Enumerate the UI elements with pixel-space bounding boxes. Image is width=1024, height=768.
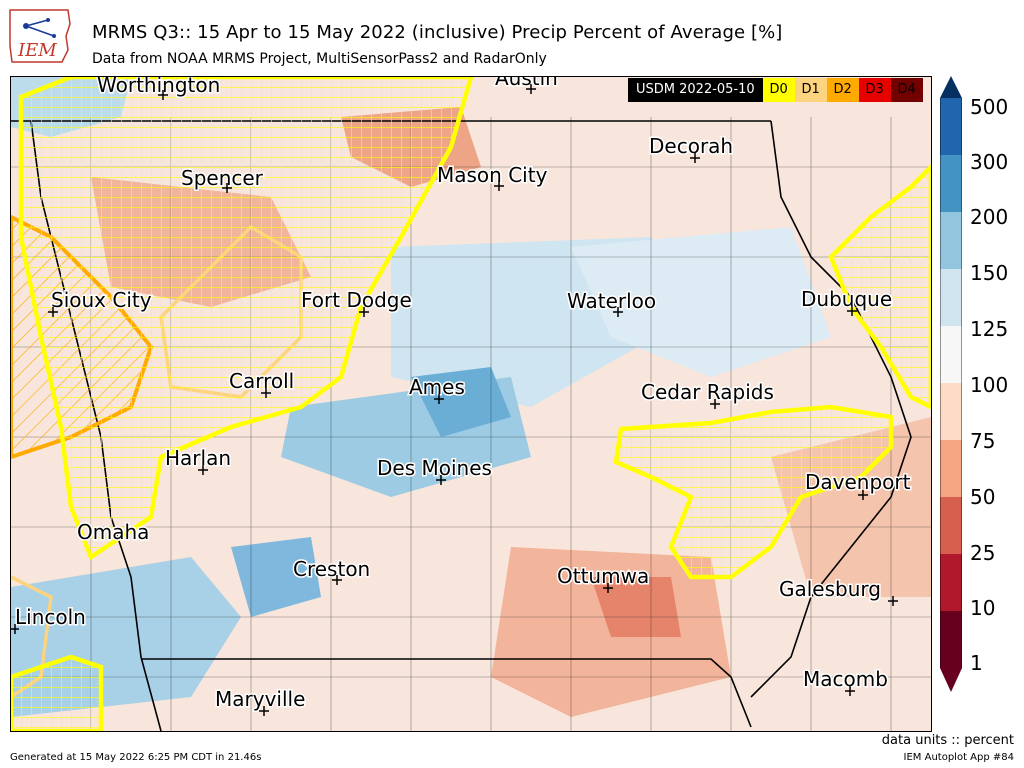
svg-text:Lincoln: Lincoln	[15, 605, 86, 629]
city-lincoln: Lincoln	[11, 604, 87, 634]
svg-text:Davenport: Davenport	[805, 470, 911, 494]
svg-text:Spencer: Spencer	[181, 166, 264, 190]
usdm-legend-d3: D3	[858, 78, 891, 102]
svg-text:Creston: Creston	[293, 557, 370, 581]
chart-subtitle: Data from NOAA MRMS Project, MultiSensor…	[92, 51, 547, 67]
city-des-moines: Des Moines	[376, 455, 493, 485]
city-sioux-city: Sioux City	[48, 287, 153, 317]
city-macomb: Macomb	[802, 666, 889, 696]
city-spencer: Spencer	[180, 165, 265, 193]
svg-text:Dubuque: Dubuque	[801, 287, 892, 311]
colorbar-label-1: 1	[970, 651, 983, 675]
city-ames: Ames	[408, 374, 466, 404]
svg-text:Worthington: Worthington	[97, 77, 220, 97]
svg-text:Cedar Rapids: Cedar Rapids	[641, 380, 774, 404]
colorbar	[940, 76, 962, 692]
city-creston: Creston	[292, 556, 372, 585]
map-canvas: Worthington Austin Spencer Mason City De…	[11, 77, 931, 731]
city-maryville: Maryville	[214, 686, 307, 716]
svg-text:Fort Dodge: Fort Dodge	[301, 288, 412, 312]
city-omaha: Omaha	[76, 519, 151, 546]
colorbar-label-200: 200	[970, 205, 1009, 229]
colorbar-label-500: 500	[970, 95, 1009, 119]
city-austin: Austin	[494, 77, 559, 94]
svg-text:Macomb: Macomb	[803, 667, 888, 691]
city-mason-city: Mason City	[436, 162, 549, 191]
colorbar-label-50: 50	[970, 485, 996, 509]
svg-text:Galesburg: Galesburg	[779, 577, 881, 601]
city-dubuque: Dubuque	[800, 286, 894, 316]
city-davenport: Davenport	[804, 469, 912, 500]
usdm-legend-d1: D1	[794, 78, 827, 102]
svg-text:Omaha: Omaha	[77, 520, 149, 544]
svg-text:Waterloo: Waterloo	[567, 289, 656, 313]
usdm-legend: USDM 2022-05-10 D0 D1 D2 D3 D4	[628, 78, 923, 102]
city-worthington: Worthington	[96, 77, 222, 100]
colorbar-label-25: 25	[970, 541, 996, 565]
app-credit: IEM Autoplot App #84	[903, 752, 1014, 763]
city-ottumwa: Ottumwa	[556, 563, 651, 593]
city-decorah: Decorah	[648, 133, 735, 163]
city-waterloo: Waterloo	[566, 288, 658, 317]
city-markers: Worthington Austin Spencer Mason City De…	[11, 77, 912, 716]
colorbar-label-300: 300	[970, 150, 1009, 174]
svg-text:Ottumwa: Ottumwa	[557, 564, 649, 588]
generated-timestamp: Generated at 15 May 2022 6:25 PM CDT in …	[10, 752, 262, 763]
drought-d0-regions	[11, 77, 931, 731]
city-fort-dodge: Fort Dodge	[300, 287, 413, 317]
svg-text:Ames: Ames	[409, 375, 465, 399]
colorbar-label-10: 10	[970, 596, 996, 620]
usdm-legend-d2: D2	[826, 78, 859, 102]
usdm-legend-label: USDM 2022-05-10	[628, 78, 763, 102]
usdm-legend-d4: D4	[890, 78, 923, 102]
svg-text:Decorah: Decorah	[649, 134, 733, 158]
data-units-label: data units :: percent	[881, 733, 1014, 748]
svg-text:Des Moines: Des Moines	[377, 456, 492, 480]
logo-text: IEM	[17, 40, 57, 61]
chart-title: MRMS Q3:: 15 Apr to 15 May 2022 (inclusi…	[92, 22, 783, 43]
svg-text:Carroll: Carroll	[229, 369, 294, 393]
svg-text:Mason City: Mason City	[437, 163, 548, 187]
usdm-legend-d0: D0	[762, 78, 795, 102]
iem-logo: IEM	[8, 6, 72, 64]
svg-text:Austin: Austin	[495, 77, 558, 90]
precip-map: Worthington Austin Spencer Mason City De…	[10, 76, 932, 732]
svg-text:Sioux City: Sioux City	[51, 288, 152, 312]
colorbar-label-75: 75	[970, 429, 996, 453]
colorbar-label-100: 100	[970, 373, 1009, 397]
city-cedar-rapids: Cedar Rapids	[640, 379, 775, 409]
city-galesburg: Galesburg	[778, 576, 898, 606]
city-carroll: Carroll	[228, 368, 296, 398]
city-harlan: Harlan	[164, 445, 233, 475]
svg-text:Maryville: Maryville	[215, 687, 305, 711]
svg-text:Harlan: Harlan	[165, 446, 231, 470]
colorbar-label-125: 125	[970, 317, 1009, 341]
colorbar-label-150: 150	[970, 261, 1009, 285]
